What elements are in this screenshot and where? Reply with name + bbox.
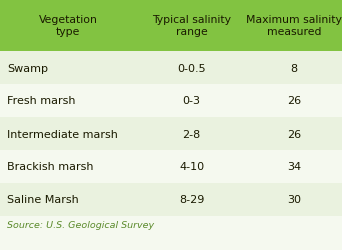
Text: Swamp: Swamp — [7, 63, 48, 73]
Text: Typical salinity
range: Typical salinity range — [152, 15, 231, 37]
Text: 26: 26 — [287, 96, 301, 106]
Bar — [0, 0, 137, 52]
Bar — [246, 52, 342, 85]
Text: Source: U.S. Geological Survey: Source: U.S. Geological Survey — [7, 220, 154, 230]
Bar — [0, 52, 137, 85]
Bar — [246, 85, 342, 117]
Bar — [246, 150, 342, 183]
Bar — [137, 118, 246, 150]
Text: Intermediate marsh: Intermediate marsh — [7, 129, 118, 139]
Text: Vegetation
type: Vegetation type — [39, 15, 98, 37]
Text: 26: 26 — [287, 129, 301, 139]
Bar — [137, 150, 246, 183]
Text: 0-3: 0-3 — [183, 96, 200, 106]
Text: 30: 30 — [287, 195, 301, 205]
Bar — [137, 85, 246, 117]
Text: 34: 34 — [287, 162, 301, 172]
Bar — [246, 0, 342, 52]
Bar — [246, 183, 342, 216]
Text: 0-0.5: 0-0.5 — [177, 63, 206, 73]
Bar — [0, 150, 137, 183]
Text: Brackish marsh: Brackish marsh — [7, 162, 93, 172]
Text: Saline Marsh: Saline Marsh — [7, 195, 79, 205]
Bar — [0, 183, 137, 216]
Bar — [0, 118, 137, 150]
Text: Maximum salinity
measured: Maximum salinity measured — [246, 15, 342, 37]
Bar — [0, 216, 342, 234]
Bar — [137, 52, 246, 85]
Text: Fresh marsh: Fresh marsh — [7, 96, 76, 106]
Bar — [137, 183, 246, 216]
Bar — [0, 85, 137, 117]
Text: 8-29: 8-29 — [179, 195, 204, 205]
Bar — [246, 118, 342, 150]
Text: 2-8: 2-8 — [182, 129, 201, 139]
Text: 4-10: 4-10 — [179, 162, 204, 172]
Bar — [137, 0, 246, 52]
Text: 8: 8 — [291, 63, 298, 73]
